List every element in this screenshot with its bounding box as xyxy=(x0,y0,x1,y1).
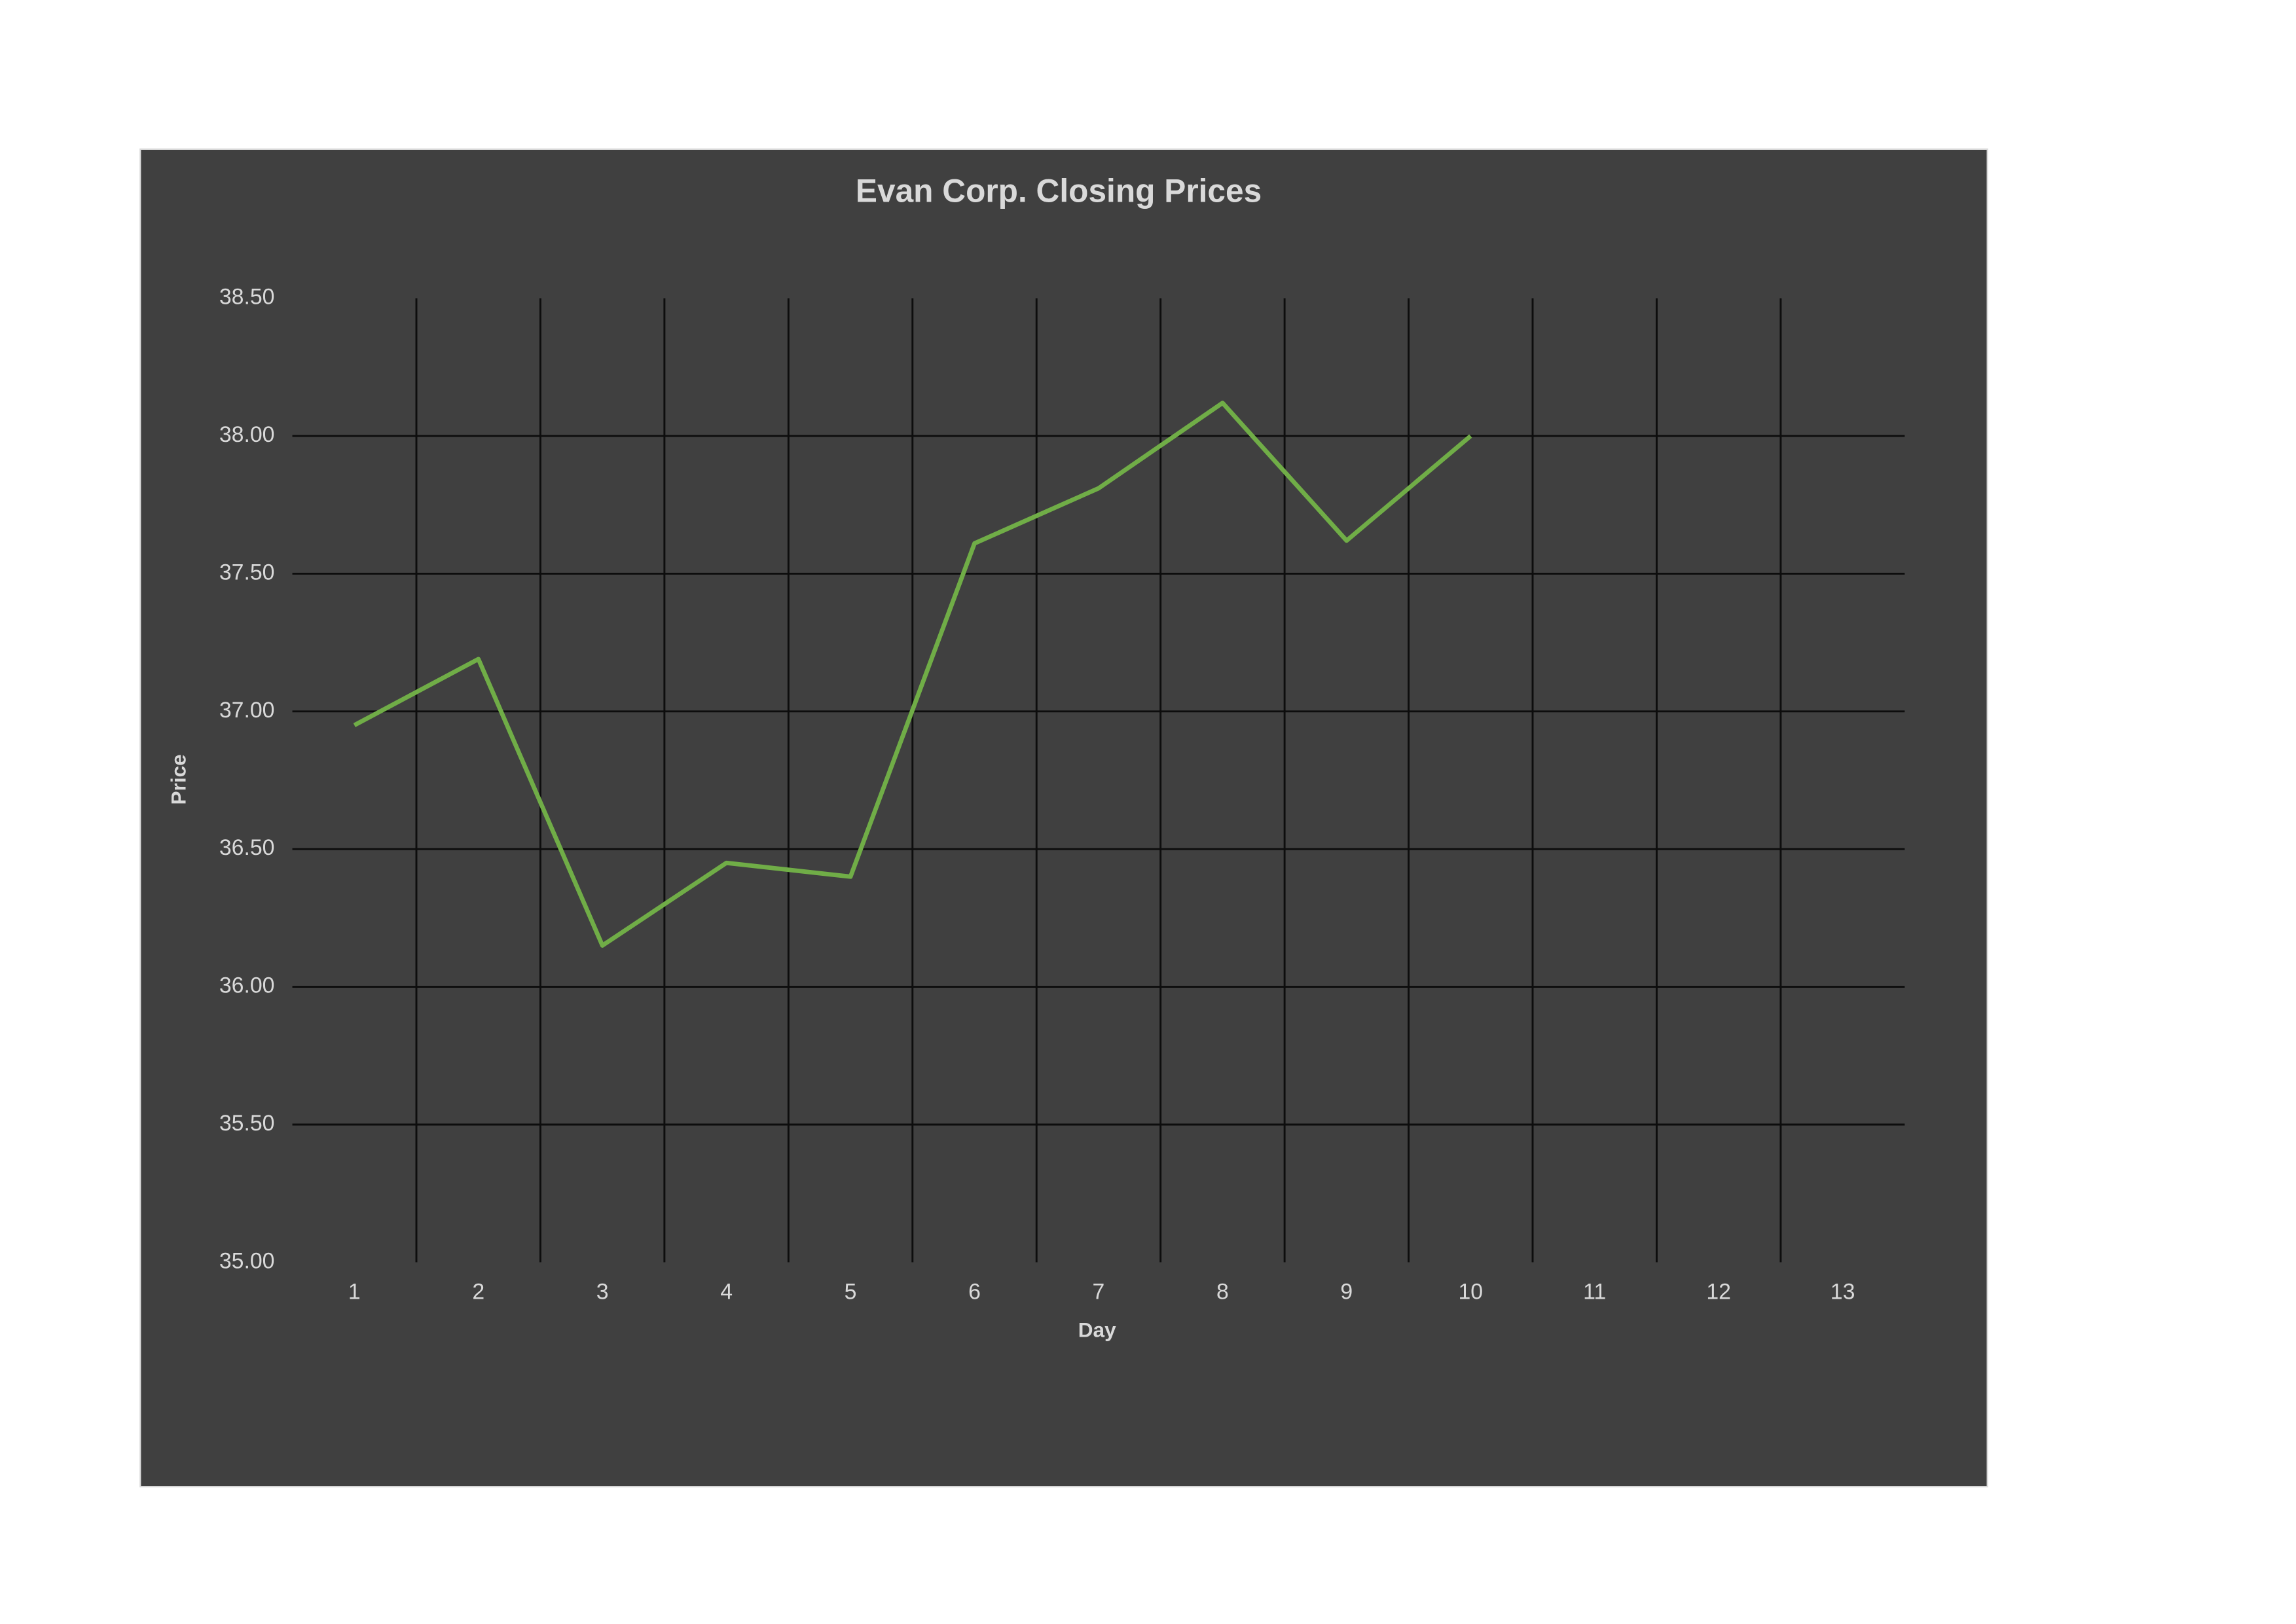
x-tick-label: 1 xyxy=(348,1280,361,1305)
x-tick-label: 9 xyxy=(1340,1280,1353,1305)
y-tick-label: 38.50 xyxy=(219,285,275,310)
x-tick-label: 5 xyxy=(845,1280,857,1305)
x-tick-label: 11 xyxy=(1583,1280,1606,1305)
x-tick-label: 2 xyxy=(472,1280,484,1305)
price-line xyxy=(353,401,1472,948)
x-axis-title: Day xyxy=(1078,1318,1116,1342)
y-tick-label: 38.00 xyxy=(219,422,275,447)
x-tick-label: 12 xyxy=(1706,1280,1731,1305)
chart-title: Evan Corp. Closing Prices xyxy=(856,173,1262,209)
x-tick-label: 6 xyxy=(968,1280,981,1305)
x-tick-label: 4 xyxy=(720,1280,733,1305)
y-tick-label: 35.50 xyxy=(219,1111,275,1136)
x-tick-label: 8 xyxy=(1216,1280,1229,1305)
x-tick-label: 13 xyxy=(1831,1280,1855,1305)
y-tick-label: 36.50 xyxy=(219,835,275,860)
y-axis-title: Price xyxy=(166,754,190,804)
y-tick-label: 36.00 xyxy=(219,973,275,998)
y-tick-label: 37.50 xyxy=(219,560,275,585)
y-tick-label: 37.00 xyxy=(219,698,275,723)
x-tick-label: 10 xyxy=(1458,1280,1483,1305)
y-tick-label: 35.00 xyxy=(219,1248,275,1273)
chart-area xyxy=(139,148,1988,1488)
x-tick-label: 7 xyxy=(1093,1280,1105,1305)
x-tick-label: 3 xyxy=(596,1280,609,1305)
